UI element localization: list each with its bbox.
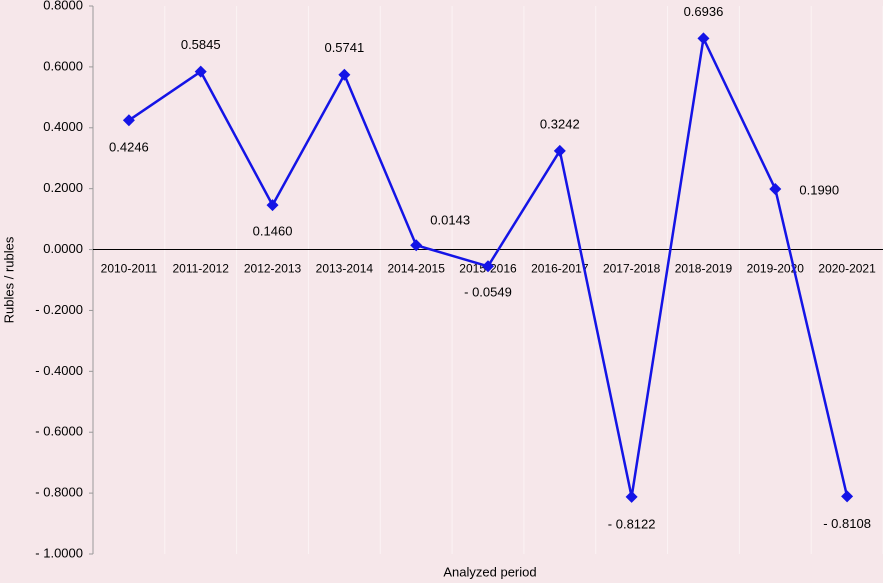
data-label: 0.4246 — [109, 140, 149, 155]
data-label: 0.0143 — [430, 213, 470, 228]
y-tick-label: 0.2000 — [43, 180, 83, 195]
point-marker — [625, 490, 638, 503]
data-label: - 0.8108 — [823, 516, 871, 531]
x-tick-label: 2016-2017 — [531, 262, 589, 276]
point-marker — [194, 65, 207, 78]
y-tick-label: 0.0000 — [43, 241, 83, 256]
y-tick-label: 0.4000 — [43, 119, 83, 134]
y-tick-label: - 0.8000 — [35, 485, 83, 500]
y-tick-label: - 0.6000 — [35, 424, 83, 439]
y-tick-label: - 1.0000 — [35, 545, 83, 560]
point-marker — [769, 182, 782, 195]
point-marker — [553, 144, 566, 157]
x-tick-label: 2011-2012 — [172, 262, 229, 276]
data-label: 0.3242 — [540, 116, 580, 131]
y-tick-label: - 0.4000 — [35, 363, 83, 378]
point-marker — [122, 114, 135, 127]
data-label: 0.1460 — [253, 224, 293, 239]
data-label: 0.6936 — [684, 4, 724, 19]
point-marker — [697, 32, 710, 45]
y-tick-label: 0.8000 — [43, 0, 83, 12]
x-axis-label: Analyzed period — [443, 564, 536, 579]
data-label: 0.5741 — [324, 40, 364, 55]
x-tick-label: 2017-2018 — [603, 262, 661, 276]
y-tick-label: - 0.2000 — [35, 302, 83, 317]
point-marker — [410, 239, 423, 252]
x-tick-label: 2019-2020 — [747, 262, 805, 276]
x-tick-label: 2013-2014 — [316, 262, 374, 276]
point-marker — [266, 199, 279, 212]
x-tick-label: 2012-2013 — [244, 262, 302, 276]
data-label: 0.1990 — [799, 182, 839, 197]
data-label: 0.5845 — [181, 37, 221, 52]
x-tick-label: 2010-2011 — [101, 262, 158, 276]
y-axis-label: Rubles / rubles — [1, 236, 16, 323]
x-tick-label: 2014-2015 — [387, 262, 445, 276]
point-marker — [338, 68, 351, 81]
x-tick-label: 2018-2019 — [675, 262, 733, 276]
x-tick-label: 2020-2021 — [818, 262, 876, 276]
point-marker — [841, 490, 854, 503]
data-label: - 0.0549 — [464, 285, 512, 300]
point-marker — [482, 260, 494, 273]
data-label: - 0.8122 — [608, 516, 656, 531]
y-tick-label: 0.6000 — [43, 58, 83, 73]
